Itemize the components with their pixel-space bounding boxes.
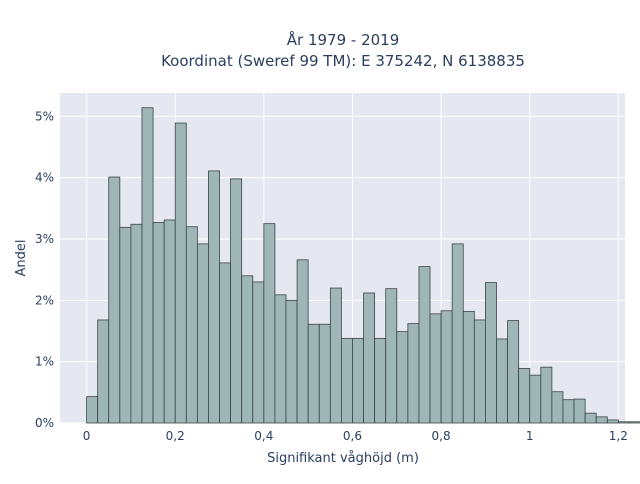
histogram-bar [174, 122, 187, 424]
histogram-bar [329, 287, 342, 424]
histogram-bar [119, 226, 132, 424]
histogram-bar [595, 416, 608, 424]
histogram-bar [496, 338, 508, 424]
histogram-bar [152, 222, 165, 424]
histogram-bar [418, 266, 431, 424]
histogram-bar [108, 176, 121, 424]
chart-title-line1: År 1979 - 2019 [287, 30, 400, 49]
histogram-bar [263, 223, 276, 424]
histogram-bar [285, 299, 298, 424]
histogram-bar [185, 226, 198, 424]
y-axis-label: Andel [14, 240, 29, 277]
histogram-bar [573, 398, 586, 424]
histogram-bar [629, 421, 640, 424]
histogram-bar [374, 337, 387, 424]
x-axis-ticks: 0 0,2 0,4 0,6 0,8 1 1,2 [83, 429, 628, 443]
histogram-bar [86, 396, 99, 424]
x-tick-label: 0,4 [254, 429, 273, 443]
y-tick-label: 2% [35, 293, 54, 307]
histogram-bar [208, 170, 220, 424]
histogram-bar [551, 391, 564, 424]
histogram-bar [396, 331, 409, 424]
chart-title-line2: Koordinat (Sweref 99 TM): E 375242, N 61… [161, 52, 525, 70]
y-tick-label: 4% [35, 171, 54, 185]
histogram-bar [485, 282, 497, 424]
y-axis-ticks: 0% 1% 2% 3% 4% 5% [35, 109, 54, 430]
x-tick-label: 0,2 [166, 429, 185, 443]
histogram-bar [352, 337, 364, 424]
x-tick-label: 1 [526, 429, 534, 443]
histogram-bar [507, 320, 520, 424]
histogram-bar [429, 313, 442, 424]
histogram-bar [540, 366, 553, 424]
histogram-bar [363, 292, 376, 424]
y-tick-label: 3% [35, 232, 54, 246]
histogram-bar [230, 178, 243, 424]
x-axis-label: Signifikant våghöjd (m) [267, 451, 419, 466]
histogram-bar [196, 243, 209, 424]
histogram-bar [318, 323, 331, 424]
histogram-bar [141, 107, 154, 424]
histogram-bar [407, 323, 420, 424]
x-tick-label: 0,6 [343, 429, 362, 443]
histogram-bar [307, 323, 320, 424]
histogram-bar [440, 310, 453, 424]
histogram-bar [163, 219, 176, 424]
histogram-bar [562, 399, 575, 424]
histogram-bar [296, 259, 309, 424]
x-tick-label: 0,8 [432, 429, 451, 443]
y-tick-label: 0% [35, 416, 54, 430]
x-tick-label: 1,2 [609, 429, 628, 443]
histogram-bar [130, 223, 143, 424]
histogram-bar [252, 281, 265, 424]
x-tick-label: 0 [83, 429, 91, 443]
histogram-bar [385, 288, 398, 424]
y-tick-label: 1% [35, 355, 54, 369]
histogram-bar [340, 337, 353, 424]
histogram-bar [606, 419, 619, 424]
histogram-bar [462, 310, 475, 424]
histogram-bar [97, 319, 110, 424]
histogram-bar [274, 294, 287, 424]
histogram-bar [219, 262, 232, 424]
y-tick-label: 5% [35, 109, 54, 123]
histogram-bar [473, 319, 486, 424]
histogram-bar [584, 412, 597, 424]
histogram-bar [617, 421, 630, 424]
histogram-bars [86, 107, 640, 424]
histogram-bar [529, 374, 542, 424]
histogram-bar [518, 368, 531, 424]
histogram-bar [451, 243, 464, 424]
histogram-bar [241, 275, 254, 424]
